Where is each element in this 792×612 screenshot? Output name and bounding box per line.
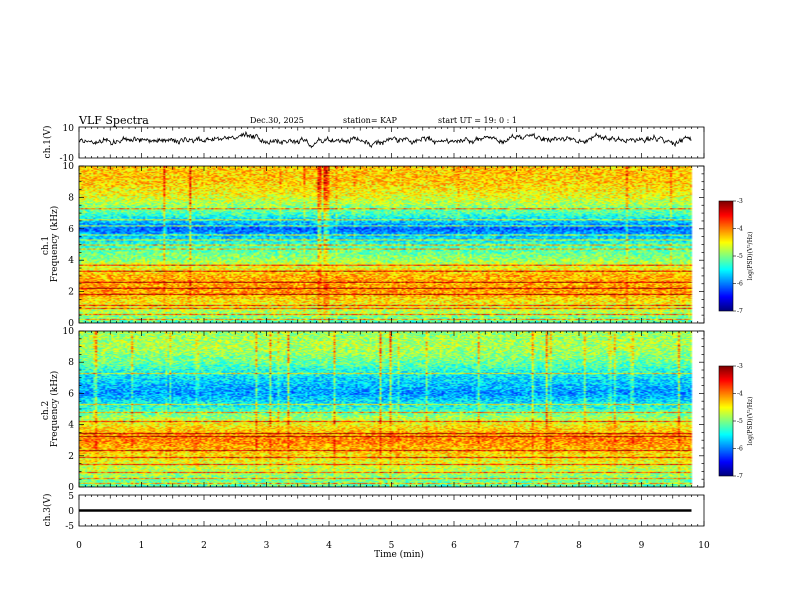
- y-tick-label: 2: [68, 288, 74, 298]
- x-tick-label: 10: [698, 541, 710, 551]
- ch2-spectrogram-ytick-labels: 0 2 4 6 8 10: [63, 327, 75, 493]
- y-tick-label: 4: [68, 421, 74, 431]
- x-tick-labels: 0 1 2 3 4 5 6 7 8 9 10: [76, 541, 710, 551]
- x-tick-label: 6: [451, 541, 457, 551]
- y-tick-label: 8: [68, 193, 74, 203]
- start-time-label: start UT = 19: 0 : 1: [438, 116, 517, 125]
- ch1-spectrogram-ticks: [78, 165, 705, 324]
- ch1-waveform-trace: [78, 130, 692, 149]
- date-label: Dec.30, 2025: [250, 116, 304, 125]
- ch2-colorbar-image: [719, 366, 733, 476]
- ch2-spectrogram-ylabel: ch.2 Frequency (kHz): [41, 371, 60, 448]
- x-tick-label: 8: [576, 541, 582, 551]
- ch2-spectrogram-ticks: [78, 330, 705, 488]
- ch1-frequency-label: Frequency (kHz): [49, 206, 60, 283]
- ch1-channel-label: ch.1: [41, 236, 51, 255]
- ch1-spectrogram-panel: 0 2 4 6 8 10 ch.1 Frequency (kHz): [41, 162, 705, 329]
- ch3-waveform-trace: [79, 509, 692, 512]
- x-tick-label: 3: [264, 541, 270, 551]
- x-tick-label: 4: [326, 541, 332, 551]
- ch2-spectrogram-panel: 0 2 4 6 8 10 ch.2 Frequency (kHz): [41, 327, 705, 493]
- ch1-spectrogram-ytick-labels: 0 2 4 6 8 10: [63, 162, 75, 329]
- ch2-frequency-label: Frequency (kHz): [49, 371, 60, 448]
- colorbar-tick-label: -5: [737, 253, 743, 260]
- ch2-colorbar-label: log(PSD)(V²/Hz): [747, 397, 754, 446]
- ch3-ytick-bottom: -5: [65, 522, 74, 532]
- x-tick-label: 2: [201, 541, 207, 551]
- x-tick-label: 1: [139, 541, 145, 551]
- colorbar-tick-label: -3: [737, 363, 743, 370]
- figure-title: VLF Spectra: [78, 114, 149, 127]
- ch2-colorbar: -3 -4 -5 -6 -7 log(PSD)(V²/Hz): [718, 363, 754, 480]
- y-tick-label: 6: [68, 225, 74, 235]
- colorbar-tick-label: -5: [737, 418, 743, 425]
- colorbar-tick-label: -4: [737, 391, 743, 398]
- ch2-channel-label: ch.2: [41, 401, 51, 420]
- y-tick-label: 6: [68, 389, 74, 399]
- colorbar-tick-label: -3: [737, 198, 743, 205]
- colorbar-tick-label: -4: [737, 226, 743, 233]
- ch1-colorbar-label: log(PSD)(V²/Hz): [747, 232, 754, 281]
- ch3-ylabel: ch.3(V): [42, 494, 53, 527]
- x-tick-label: 7: [514, 541, 520, 551]
- colorbar-tick-label: -7: [737, 473, 743, 480]
- ch1-ytick-bottom: -10: [60, 154, 75, 164]
- ch3-ytick-top: 5: [68, 492, 74, 502]
- colorbar-tick-label: -6: [737, 281, 743, 288]
- ch3-waveform-xticks: [78, 495, 705, 526]
- x-axis-label: Time (min): [374, 549, 424, 560]
- ch1-colorbar-ticks: -3 -4 -5 -6 -7: [733, 198, 743, 315]
- y-tick-label: 0: [68, 483, 74, 493]
- ch2-spectrogram-image: [79, 331, 704, 487]
- colorbar-tick-label: -6: [737, 446, 743, 453]
- ch1-colorbar: -3 -4 -5 -6 -7 log(PSD)(V²/Hz): [718, 198, 754, 315]
- ch1-waveform-xticks: [78, 127, 705, 158]
- y-tick-label: 0: [68, 319, 74, 329]
- ch1-spectrogram-ylabel: ch.1 Frequency (kHz): [41, 206, 60, 283]
- ch3-ytick-mid: 0: [68, 507, 74, 517]
- colorbar-tick-label: -7: [737, 308, 743, 315]
- x-tick-label: 9: [639, 541, 645, 551]
- x-tick-label: 5: [389, 541, 395, 551]
- y-tick-label: 4: [68, 256, 74, 266]
- y-tick-label: 10: [63, 162, 75, 172]
- ch1-spectrogram-image: [79, 166, 704, 323]
- y-tick-label: 10: [63, 327, 75, 337]
- ch1-ylabel: ch.1(V): [42, 126, 53, 159]
- station-label: station= KAP: [343, 116, 398, 125]
- ch3-waveform-panel: 5 0 -5 ch.3(V): [42, 492, 705, 532]
- y-tick-label: 8: [68, 358, 74, 368]
- ch1-ytick-top: 10: [63, 124, 75, 134]
- ch1-colorbar-image: [719, 201, 733, 311]
- ch2-colorbar-ticks: -3 -4 -5 -6 -7: [733, 363, 743, 480]
- y-tick-label: 2: [68, 452, 74, 462]
- ch1-waveform-panel: 10 -10 ch.1(V): [42, 124, 705, 164]
- x-tick-label: 0: [76, 541, 82, 551]
